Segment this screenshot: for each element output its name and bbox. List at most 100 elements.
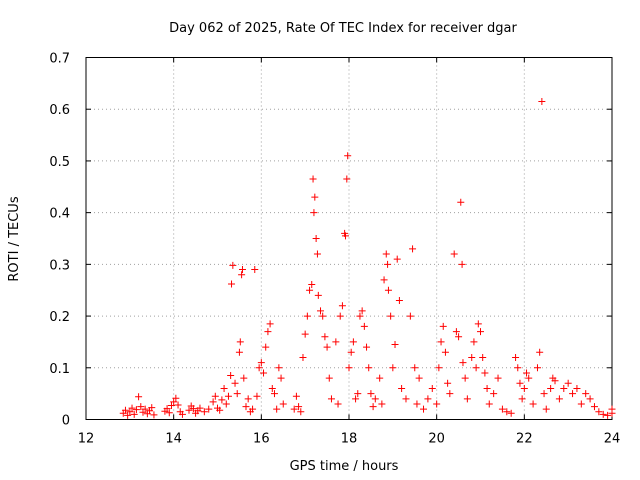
data-point [433, 400, 441, 408]
data-point [238, 271, 246, 279]
data-point [321, 333, 329, 341]
data-point [538, 97, 546, 105]
data-point [319, 312, 327, 320]
data-point [387, 312, 395, 320]
data-point [586, 395, 594, 403]
data-point [551, 377, 559, 385]
data-point [365, 364, 373, 372]
data-point [555, 395, 563, 403]
data-point [413, 400, 421, 408]
data-point [533, 364, 541, 372]
data-point [520, 384, 528, 392]
data-point [560, 384, 568, 392]
data-point [525, 374, 533, 382]
data-point [406, 312, 414, 320]
data-point [275, 364, 283, 372]
data-point [378, 400, 386, 408]
data-point [483, 384, 491, 392]
data-point [595, 408, 603, 416]
data-point [599, 410, 607, 418]
data-point [292, 392, 300, 400]
data-point [334, 400, 342, 408]
data-point [170, 398, 178, 406]
data-point [229, 261, 237, 269]
data-point [126, 408, 134, 416]
data-point [485, 400, 493, 408]
data-point [279, 400, 287, 408]
y-tick-label: 0.6 [49, 103, 70, 118]
data-point [472, 364, 480, 372]
data-point [312, 235, 320, 242]
data-point [507, 409, 515, 417]
data-point [529, 400, 537, 408]
data-point [264, 328, 272, 336]
data-point [441, 348, 449, 356]
data-point [273, 405, 281, 413]
data-point [299, 353, 307, 361]
y-tick-label: 0.7 [49, 52, 70, 67]
data-point [523, 369, 531, 377]
data-point [124, 411, 132, 419]
y-tick-label: 0 [62, 414, 70, 429]
data-point [477, 328, 484, 336]
data-point [590, 403, 598, 411]
data-point [345, 364, 353, 372]
data-point [349, 338, 357, 346]
x-axis-label: GPS time / hours [290, 459, 399, 474]
data-point [174, 401, 182, 409]
data-point [165, 409, 173, 417]
data-point [163, 405, 171, 413]
data-point [211, 392, 219, 400]
data-point [371, 395, 379, 403]
data-point [240, 374, 248, 382]
data-point [479, 353, 487, 361]
x-tick-label: 22 [516, 432, 533, 447]
data-point [150, 411, 158, 419]
y-tick-label: 0.5 [49, 155, 70, 170]
data-point [446, 390, 454, 398]
data-point [384, 286, 392, 294]
data-point [343, 175, 351, 183]
data-point [236, 338, 244, 346]
data-point [323, 343, 331, 351]
data-point [255, 364, 263, 372]
data-point [178, 410, 186, 418]
data-point [311, 193, 319, 201]
data-point [470, 338, 478, 346]
data-point [310, 209, 318, 217]
data-point [356, 312, 364, 320]
data-point [231, 379, 239, 387]
data-point [200, 408, 208, 416]
data-point [313, 250, 321, 258]
data-point [262, 343, 270, 351]
data-point [604, 411, 612, 419]
data-point [141, 405, 149, 413]
data-point [481, 369, 489, 377]
data-point [235, 348, 243, 356]
data-point [224, 392, 232, 400]
data-point [398, 384, 406, 392]
data-point [327, 395, 335, 403]
data-point [463, 395, 471, 403]
data-point [376, 374, 384, 382]
x-tick-label: 24 [604, 432, 621, 447]
x-tick-label: 18 [341, 432, 358, 447]
data-point [128, 404, 136, 412]
data-point [266, 320, 274, 328]
gridlines [86, 57, 612, 420]
data-point [363, 343, 371, 351]
data-point [268, 384, 276, 392]
data-point [573, 384, 581, 392]
data-point [428, 384, 436, 392]
data-point [295, 403, 303, 411]
data-point [503, 408, 511, 416]
data-point [409, 245, 417, 253]
data-point [474, 320, 482, 328]
data-point [512, 353, 520, 361]
data-point [338, 302, 346, 310]
data-point [380, 276, 388, 284]
data-point [420, 405, 428, 413]
data-point [260, 369, 268, 377]
data-point [205, 405, 213, 413]
data-point [458, 260, 466, 268]
